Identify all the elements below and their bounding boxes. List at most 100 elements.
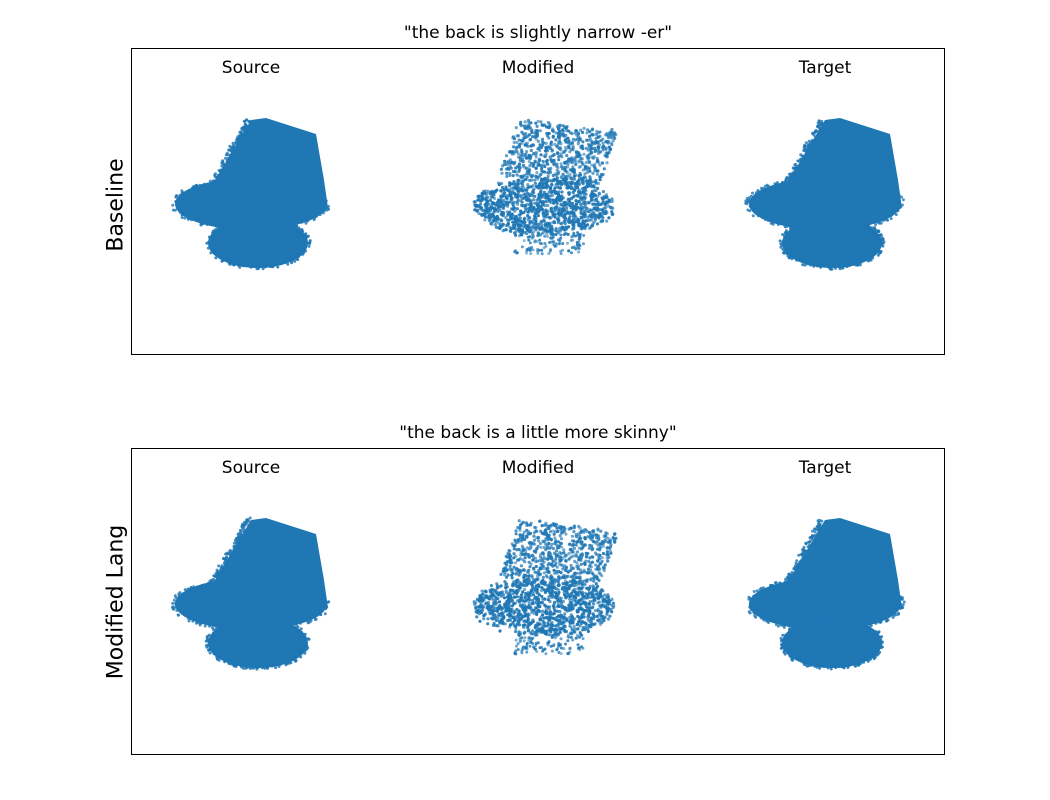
cloud-point — [255, 267, 259, 271]
cloud-point — [804, 152, 808, 156]
cloud-point — [563, 216, 567, 220]
cloud-point — [808, 260, 812, 264]
cloud-point — [211, 241, 215, 245]
cloud-point — [275, 577, 279, 581]
cloud-point — [582, 200, 586, 204]
cloud-point — [319, 599, 323, 602]
cloud-point — [596, 186, 600, 190]
cloud-point — [556, 185, 560, 189]
cloud-point — [517, 229, 521, 233]
cloud-point — [597, 564, 601, 568]
cloud-point — [257, 626, 260, 630]
cloud-point — [555, 196, 559, 201]
cloud-point — [230, 619, 234, 623]
cloud-point — [309, 189, 313, 193]
cloud-point — [227, 179, 231, 183]
cloud-point — [532, 534, 536, 538]
cloud-point — [804, 141, 808, 145]
cloud-point — [307, 244, 311, 248]
cloud-point — [180, 600, 184, 603]
cloud-point — [814, 262, 818, 266]
cloud-point — [218, 229, 222, 233]
cloud-point — [550, 198, 554, 202]
cloud-point — [869, 182, 873, 186]
cloud-point — [231, 141, 235, 145]
cloud-point — [515, 173, 519, 177]
cloud-point — [547, 570, 551, 575]
cloud-point — [211, 247, 215, 251]
cloud-point — [560, 563, 564, 567]
cloud-point — [583, 226, 587, 231]
cloud-point — [542, 214, 546, 218]
cloud-point — [572, 194, 576, 198]
cloud-point — [521, 534, 525, 539]
cloud-point — [601, 148, 605, 152]
cloud-point — [813, 220, 816, 224]
cloud-point — [517, 234, 521, 238]
cloud-point — [535, 210, 540, 214]
cloud-point — [302, 251, 306, 255]
cloud-point — [610, 131, 615, 135]
cloud-point — [555, 571, 559, 575]
cloud-point — [528, 541, 532, 545]
cloud-point — [892, 189, 896, 193]
cloud-point — [873, 219, 877, 223]
cloud-point — [511, 207, 515, 211]
cloud-point — [224, 552, 228, 556]
cloud-point — [508, 181, 512, 185]
cloud-point — [603, 538, 607, 542]
cloud-point — [511, 145, 516, 149]
cloud-point — [609, 134, 613, 138]
cloud-point — [546, 229, 550, 233]
cloud-point — [897, 193, 901, 197]
cloud-point — [527, 560, 531, 564]
cloud-point — [527, 228, 531, 232]
cloud-point — [238, 576, 242, 580]
cloud-point — [548, 241, 551, 244]
cloud-point — [499, 181, 504, 186]
cloud-point — [299, 247, 303, 251]
cloud-point — [233, 623, 237, 627]
cloud-point — [256, 578, 259, 582]
cloud-point — [756, 196, 760, 200]
cloud-point — [529, 121, 533, 125]
cloud-point — [211, 179, 215, 183]
cloud-point — [599, 220, 603, 224]
cloud-point — [570, 534, 575, 538]
cloud-point — [784, 177, 788, 181]
cloud-point — [172, 598, 176, 602]
cloud-point — [496, 585, 500, 590]
cloud-point — [547, 136, 551, 140]
cloud-point — [578, 568, 583, 572]
cloud-point — [532, 163, 536, 167]
cloud-point — [550, 562, 554, 566]
cloud-point — [784, 251, 788, 255]
cloud-point — [184, 192, 188, 196]
cloud-point — [271, 264, 275, 268]
cloud-point — [555, 526, 559, 530]
cloud-point — [245, 663, 249, 667]
cloud-point — [551, 240, 555, 244]
cloud-point — [197, 586, 201, 589]
cloud-point — [528, 565, 532, 569]
cloud-point — [211, 622, 215, 626]
cloud-point — [506, 551, 510, 555]
panel-title: "the back is slightly narrow -er" — [403, 23, 673, 43]
cloud-point — [533, 178, 537, 182]
cloud-point — [864, 222, 868, 226]
cloud-point — [303, 240, 307, 244]
cloud-point — [534, 529, 538, 533]
cloud-point — [572, 226, 576, 230]
cloud-point — [277, 177, 281, 181]
cloud-point — [576, 142, 580, 146]
cloud-point — [195, 184, 199, 188]
cloud-point — [529, 144, 533, 148]
cloud-point — [514, 227, 518, 231]
cloud-point — [582, 193, 586, 197]
cloud-point — [534, 221, 538, 225]
cloud-point — [512, 180, 516, 184]
cloud-point — [497, 221, 501, 225]
cloud-point — [550, 191, 554, 195]
cloud-point — [528, 598, 532, 602]
cloud-point — [519, 188, 524, 192]
